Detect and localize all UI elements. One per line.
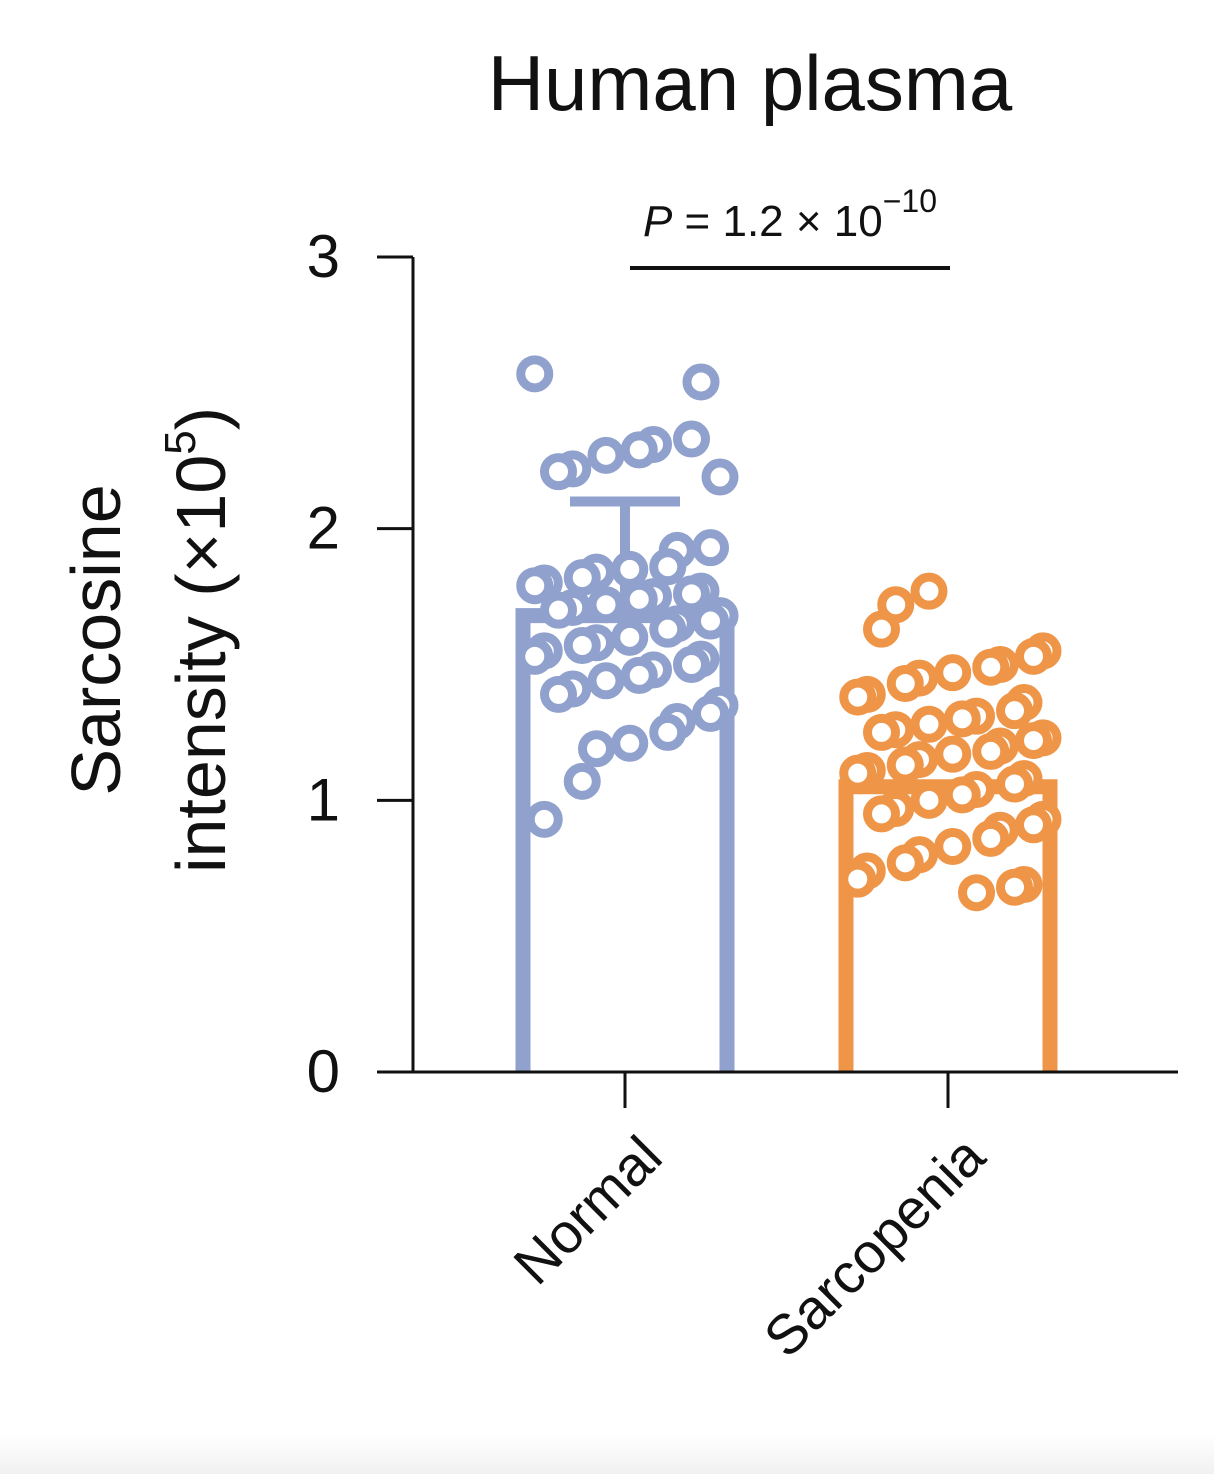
data-point-normal [701,458,739,496]
y-axis-label: Sarcosine intensity (×105) [57,407,240,873]
data-point-normal [649,713,687,751]
data-point-sarcopenia [972,648,1010,686]
data-point-sarcopenia [910,705,948,743]
data-point-normal [673,646,710,683]
data-point-sarcopenia [1015,722,1052,760]
data-point-sarcopenia [910,781,948,819]
data-point-sarcopenia [996,868,1033,906]
y-tick-label: 3 [307,223,340,290]
data-point-sarcopenia [972,819,1010,857]
p-value-exponent: −10 [883,183,937,219]
data-point-normal [611,618,649,656]
data-point-normal [692,602,729,640]
data-point-normal [611,724,649,762]
data-point-normal [620,580,658,618]
data-point-normal [620,656,658,694]
data-point-normal [682,363,720,401]
y-axis-label-close: ) [162,407,240,430]
data-point-normal [563,762,601,800]
data-point-normal [540,453,577,491]
data-point-sarcopenia [863,610,900,648]
data-point-normal [516,637,554,675]
data-point-normal [649,610,687,648]
y-tick-label: 2 [307,495,340,562]
data-point-sarcopenia [863,795,900,833]
p-value-label: P = 1.2 × 10−10 [643,183,937,246]
data-point-normal [516,355,554,393]
data-point-sarcopenia [886,746,924,784]
data-point-normal [516,567,554,605]
data-point-sarcopenia [934,828,972,866]
data-point-normal [611,550,649,588]
x-tick-label-sarcopenia: Sarcopenia [752,1123,997,1368]
data-point-normal [620,431,658,469]
data-point-sarcopenia [886,665,924,703]
data-point-sarcopenia [943,776,981,814]
data-point-normal [649,548,687,586]
p-value-symbol: P [643,197,673,246]
data-point-sarcopenia [934,735,972,773]
data-point-sarcopenia [839,754,877,792]
data-point-normal [587,436,625,474]
data-point-sarcopenia [996,765,1033,803]
y-tick-label: 0 [307,1038,340,1105]
p-value-text: = 1.2 × 10 [672,197,882,246]
data-point-normal [525,800,563,838]
data-point-sarcopenia [886,844,924,882]
data-point-sarcopenia [839,860,877,898]
data-point-sarcopenia [958,874,995,912]
points-layer [516,355,1062,912]
y-axis-label-exponent: 5 [156,430,205,454]
data-point-normal [673,420,710,458]
data-point-normal [578,730,615,768]
data-point-sarcopenia [1015,637,1052,675]
y-axis-label-line1: Sarcosine [57,484,135,795]
data-point-sarcopenia [943,700,981,738]
significance-annotation: P = 1.2 × 10−10 [630,183,950,270]
data-point-normal [540,675,577,713]
y-tick-label: 1 [307,766,340,833]
data-point-sarcopenia [972,732,1010,770]
data-point-sarcopenia [1015,806,1052,844]
data-point-sarcopenia [996,692,1033,730]
data-point-sarcopenia [839,678,877,716]
data-point-normal [540,591,577,629]
data-point-normal [563,559,601,597]
data-point-sarcopenia [910,572,948,610]
data-point-normal [563,626,601,664]
data-point-normal [587,662,625,700]
y-axis-label-line2-text: intensity (×10 [162,455,240,873]
x-tick-label-normal: Normal [501,1124,673,1296]
data-point-sarcopenia [934,654,972,692]
data-point-normal [692,694,729,732]
y-axis-label-line2: intensity (×105) [156,407,240,873]
footer-strip [0,1434,1214,1474]
chart-title: Human plasma [488,39,1013,127]
data-point-normal [587,586,625,624]
data-point-sarcopenia [863,713,900,751]
data-point-normal [692,529,729,567]
data-point-normal [673,575,710,613]
